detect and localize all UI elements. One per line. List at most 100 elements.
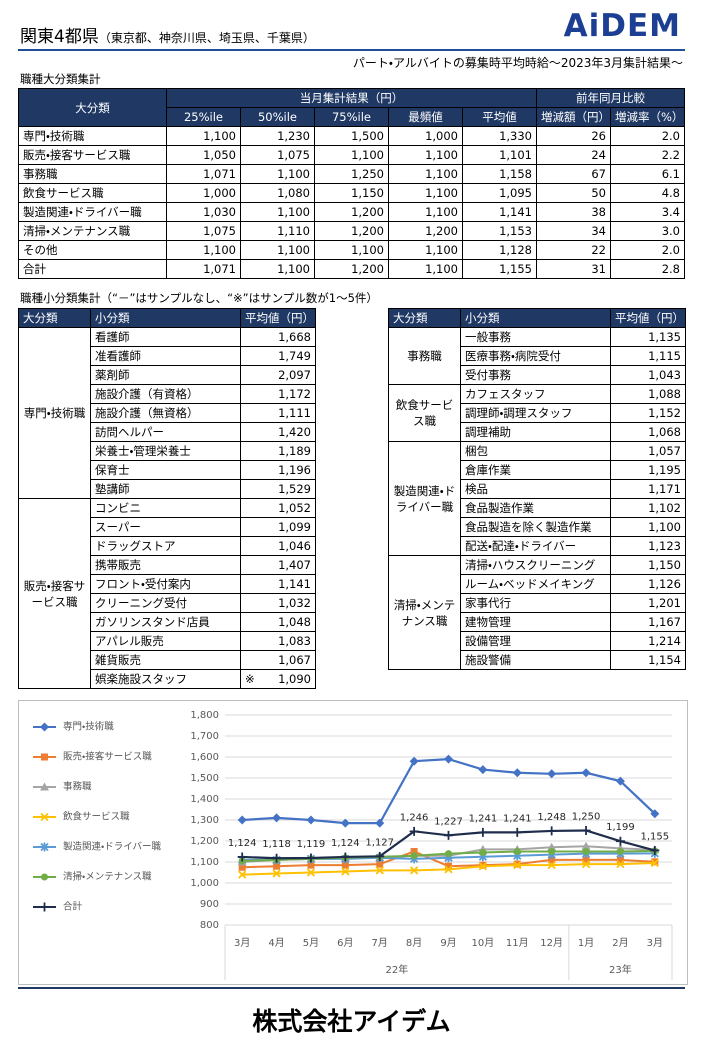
point-marker xyxy=(306,868,316,877)
header-cell: 小分類 xyxy=(460,308,611,328)
value-cell: 1,214 xyxy=(610,631,686,651)
value-cell: 1,071 xyxy=(166,164,241,184)
item-cell: 設備管理 xyxy=(460,631,611,651)
value-cell: 1,100 xyxy=(240,202,315,222)
point-marker xyxy=(445,850,452,858)
label-cell: 飲食サービス職 xyxy=(18,183,167,203)
item-cell: 施設介護（無資格） xyxy=(90,403,241,423)
data-label: 1,241 xyxy=(503,813,532,824)
point-marker xyxy=(513,861,522,870)
value-cell: 1,032 xyxy=(240,593,316,613)
value: 1,195 xyxy=(648,463,681,477)
row: 倉庫作業 1,195 xyxy=(389,460,686,480)
value-cell: 1,080 xyxy=(240,183,315,203)
item-cell: コンビニ xyxy=(90,498,241,518)
value-cell: 1,100 xyxy=(240,240,315,260)
point-marker xyxy=(547,769,557,779)
data-label: 1,124 xyxy=(331,838,360,849)
x-tick-label: 2月 xyxy=(612,937,628,949)
row: 製造関連・ドライバー職 梱包 1,057 xyxy=(388,441,686,556)
point-marker xyxy=(307,861,315,869)
data-label: 1,248 xyxy=(537,812,566,823)
label-cell: 事務職 xyxy=(18,164,167,184)
item-cell: 清掃・ハウスクリーニング xyxy=(460,555,611,575)
value-cell: 1,048 xyxy=(240,612,316,632)
group-cell: 販売・接客サービス職 xyxy=(18,498,91,689)
legend-label: 専門・技術職 xyxy=(63,721,114,733)
point-marker xyxy=(272,853,282,863)
point-marker xyxy=(582,848,590,855)
row: 食品製造を除く製造作業 1,100 xyxy=(389,517,686,537)
point-marker xyxy=(444,830,453,840)
logo: AiDEM xyxy=(563,8,681,44)
value-cell: 34 xyxy=(536,221,611,241)
section-title: 職種大分類集計 xyxy=(20,72,101,86)
item-cell: 調理補助 xyxy=(460,422,611,442)
value: 1,420 xyxy=(278,425,311,439)
point-marker xyxy=(582,856,590,864)
legend-label: 清掃・メンテナンス職 xyxy=(63,871,152,883)
value: 1,052 xyxy=(278,501,311,515)
header-cell: 平均値（円） xyxy=(240,308,316,328)
label-cell: 専門・技術職 xyxy=(18,126,167,146)
row: 飲食サービス職 1,000 1,080 1,150 1,100 1,095 50 4.8 xyxy=(18,183,685,203)
item-cell: 保育士 xyxy=(90,460,241,480)
value-cell: 1,100 xyxy=(610,517,686,537)
value: 1,668 xyxy=(278,330,311,344)
row: 食品製造作業 1,102 xyxy=(389,498,686,518)
value-cell: 2,097 xyxy=(240,365,316,385)
value: 1,135 xyxy=(648,330,681,344)
row: 設備管理 1,214 xyxy=(389,631,686,651)
item-cell: 施設介護（有資格） xyxy=(90,384,241,404)
x-tick-label: 7月 xyxy=(372,937,388,949)
section-title: 職種小分類集計（“－”はサンプルなし、“※”はサンプル数が1～5件） xyxy=(20,291,378,305)
legend-label: 販売・接客サービス職 xyxy=(63,751,152,763)
data-label: 1,241 xyxy=(469,813,498,824)
y-tick-label: 1,600 xyxy=(190,752,219,763)
point-marker xyxy=(237,852,247,862)
value-cell: 1,043 xyxy=(610,365,686,385)
group-cell: 専門・技術職 xyxy=(18,327,91,499)
value-cell: 1,330 xyxy=(462,126,537,146)
y-tick-label: 1,700 xyxy=(190,731,219,742)
value-cell: 1,075 xyxy=(240,145,315,165)
row: 施設介護（有資格） 1,172 xyxy=(19,384,316,404)
value: 1,172 xyxy=(278,387,311,401)
value-cell: 1,050 xyxy=(166,145,241,165)
value-cell: 3.4 xyxy=(610,202,685,222)
value: 1,032 xyxy=(278,596,311,610)
value-cell: 6.1 xyxy=(610,164,685,184)
point-marker xyxy=(238,863,246,871)
legend-label: 製造関連・ドライバー職 xyxy=(63,841,162,853)
value: 1,111 xyxy=(278,406,311,420)
point-marker xyxy=(237,815,247,825)
value-cell: 1,135 xyxy=(610,327,686,347)
point-marker xyxy=(375,818,385,828)
label-cell: 製造関連・ドライバー職 xyxy=(18,202,167,222)
header-title-wrap: 関東4都県（東京都、神奈川県、埼玉県、千葉県） xyxy=(20,22,315,47)
header-cell: 増減額（円） xyxy=(536,107,611,127)
value: 1,407 xyxy=(278,558,311,572)
chart: 800 900 1,000 1,100 1,200 1,300 1,400 1,500 1,60… xyxy=(18,700,688,985)
value-cell: 1,172 xyxy=(240,384,316,404)
value-cell: 1,046 xyxy=(240,536,316,556)
item-cell: ガソリンスタンド店員 xyxy=(90,612,241,632)
header-cell: 平均値 xyxy=(462,107,537,127)
item-cell: 雑貨販売 xyxy=(90,650,241,670)
row: 調理補助 1,068 xyxy=(389,422,686,442)
point-marker xyxy=(548,856,556,864)
x-group-label: 22年 xyxy=(386,963,409,976)
value-cell: 1,171 xyxy=(610,479,686,499)
value-cell: 1,100 xyxy=(388,164,463,184)
sample-note: ※ xyxy=(245,672,255,686)
value: 2,097 xyxy=(278,368,311,382)
value: 1,067 xyxy=(278,653,311,667)
value-cell: 1,126 xyxy=(610,574,686,594)
point-marker xyxy=(444,865,453,874)
item-cell: ドラッグストア xyxy=(90,536,241,556)
item-cell: 倉庫作業 xyxy=(460,460,611,480)
point-marker xyxy=(615,776,625,786)
value: 1,043 xyxy=(648,368,681,382)
value: 1,046 xyxy=(278,539,311,553)
row: 事務職 一般事務 1,135 xyxy=(388,327,686,385)
